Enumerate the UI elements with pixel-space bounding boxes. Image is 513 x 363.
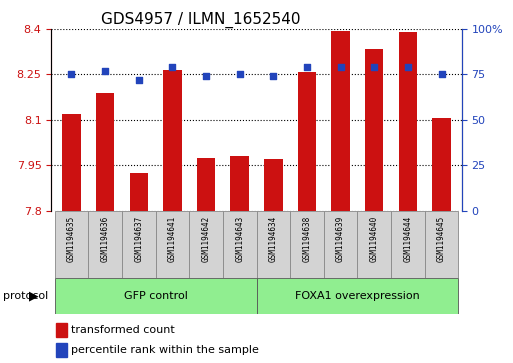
Bar bbox=[55, 278, 256, 314]
Bar bbox=[155, 211, 189, 278]
Text: GSM1194635: GSM1194635 bbox=[67, 216, 76, 262]
Point bbox=[168, 64, 176, 70]
Bar bbox=[129, 173, 148, 211]
Point bbox=[134, 77, 143, 83]
Bar bbox=[163, 70, 182, 211]
Bar bbox=[358, 211, 391, 278]
Bar bbox=[425, 211, 458, 278]
Bar bbox=[256, 278, 458, 314]
Text: GSM1194645: GSM1194645 bbox=[437, 216, 446, 262]
Bar bbox=[55, 343, 67, 357]
Bar bbox=[399, 32, 417, 211]
Text: GSM1194643: GSM1194643 bbox=[235, 216, 244, 262]
Bar bbox=[256, 211, 290, 278]
Bar bbox=[55, 323, 67, 338]
Text: GSM1194637: GSM1194637 bbox=[134, 216, 143, 262]
Point bbox=[303, 64, 311, 70]
Bar bbox=[230, 156, 249, 211]
Bar bbox=[62, 114, 81, 211]
Text: GSM1194638: GSM1194638 bbox=[303, 216, 311, 262]
Text: GSM1194634: GSM1194634 bbox=[269, 216, 278, 262]
Text: GSM1194639: GSM1194639 bbox=[336, 216, 345, 262]
Bar bbox=[331, 30, 350, 211]
Text: GFP control: GFP control bbox=[124, 291, 188, 301]
Text: percentile rank within the sample: percentile rank within the sample bbox=[71, 345, 259, 355]
Point bbox=[404, 64, 412, 70]
Bar bbox=[197, 158, 215, 211]
Bar bbox=[391, 211, 425, 278]
Bar bbox=[298, 72, 316, 211]
Point bbox=[269, 73, 278, 79]
Text: FOXA1 overexpression: FOXA1 overexpression bbox=[295, 291, 420, 301]
Text: GSM1194640: GSM1194640 bbox=[370, 216, 379, 262]
Bar bbox=[290, 211, 324, 278]
Point bbox=[202, 73, 210, 79]
Bar bbox=[122, 211, 155, 278]
Text: GSM1194644: GSM1194644 bbox=[403, 216, 412, 262]
Point bbox=[235, 72, 244, 77]
Text: GSM1194642: GSM1194642 bbox=[202, 216, 210, 262]
Text: GDS4957 / ILMN_1652540: GDS4957 / ILMN_1652540 bbox=[101, 12, 300, 28]
Bar bbox=[365, 49, 384, 211]
Point bbox=[337, 64, 345, 70]
Point bbox=[370, 64, 379, 70]
Point bbox=[101, 68, 109, 74]
Text: GSM1194641: GSM1194641 bbox=[168, 216, 177, 262]
Bar bbox=[223, 211, 256, 278]
Text: GSM1194636: GSM1194636 bbox=[101, 216, 110, 262]
Text: protocol: protocol bbox=[3, 291, 48, 301]
Point bbox=[67, 72, 75, 77]
Bar bbox=[189, 211, 223, 278]
Bar bbox=[55, 211, 88, 278]
Text: ▶: ▶ bbox=[29, 289, 38, 302]
Bar bbox=[96, 93, 114, 211]
Bar bbox=[324, 211, 358, 278]
Text: transformed count: transformed count bbox=[71, 325, 174, 335]
Bar bbox=[264, 159, 283, 211]
Bar bbox=[88, 211, 122, 278]
Point bbox=[438, 72, 446, 77]
Bar bbox=[432, 118, 451, 211]
